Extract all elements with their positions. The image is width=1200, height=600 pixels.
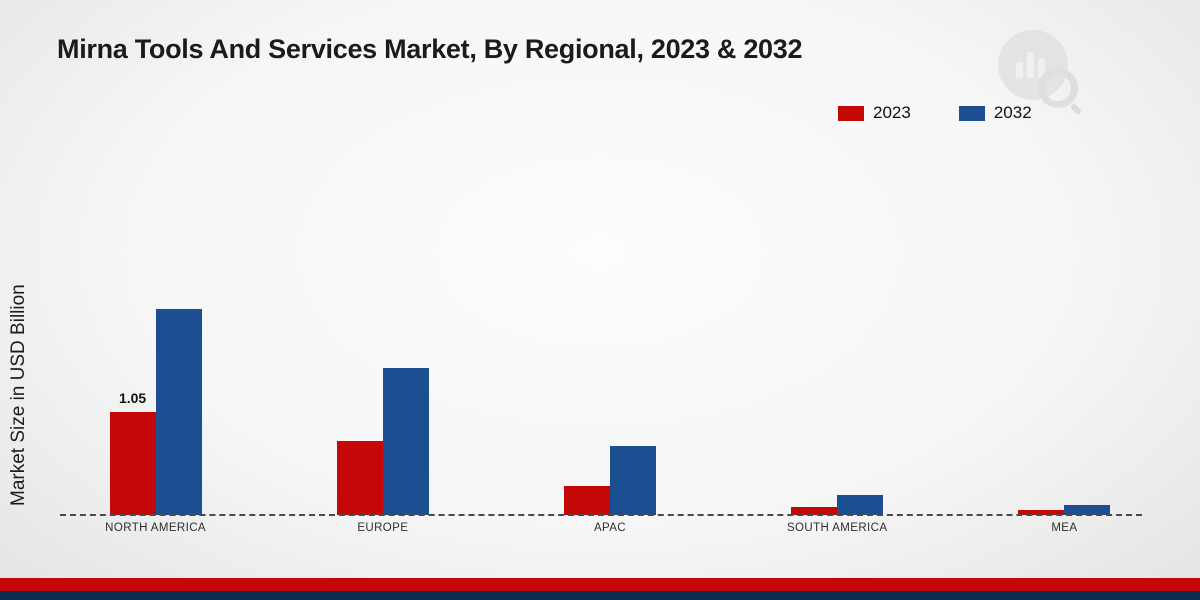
bar-2023-south-america — [791, 507, 838, 515]
logo-magnifier-icon — [1038, 68, 1078, 108]
bar-2023-europe — [336, 441, 383, 515]
legend-item-2023: 2023 — [838, 103, 911, 123]
y-axis-label: Market Size in USD Billion — [8, 284, 29, 506]
bar-2032-south-america — [837, 495, 884, 515]
bar-group-north-america: 1.05 — [109, 309, 202, 515]
logo-bar-chart-icon — [1016, 52, 1045, 78]
brand-logo-watermark — [992, 30, 1083, 116]
bar-2032-north-america — [155, 309, 202, 515]
x-axis-tick-label: NORTH AMERICA — [105, 522, 207, 534]
x-axis-tick-label: EUROPE — [357, 522, 409, 534]
legend-label-2032: 2032 — [993, 103, 1032, 122]
bar-2032-mea — [1064, 505, 1111, 515]
legend-label-2023: 2023 — [873, 103, 911, 122]
x-axis-labels: NORTH AMERICA EUROPE APAC SOUTH AMERICA MEA — [42, 521, 1178, 567]
x-axis-baseline — [60, 514, 1142, 516]
legend-swatch-2023 — [838, 105, 864, 121]
bar-group-europe — [336, 368, 429, 515]
footer-stripe-red — [0, 578, 1200, 591]
legend-item-2032: 2032 — [958, 103, 1032, 123]
x-axis-tick-label: APAC — [593, 522, 627, 534]
bar-group-mea — [1018, 505, 1111, 515]
legend-swatch-2032 — [958, 105, 985, 121]
chart-title: Mirna Tools And Services Market, By Regi… — [57, 34, 803, 64]
bar-data-label: 1.05 — [118, 390, 147, 406]
bar-2023-apac — [564, 486, 610, 515]
bar-group-apac — [564, 446, 656, 515]
bar-group-south-america — [791, 495, 884, 515]
plot-area: 1.05 — [42, 150, 1178, 515]
bar-2032-europe — [382, 368, 429, 515]
x-axis-tick-label: MEA — [1051, 522, 1078, 534]
bar-2023-north-america — [109, 412, 156, 515]
bar-2023-mea — [1018, 510, 1065, 515]
bar-2032-apac — [610, 446, 656, 515]
logo-magnifier-handle — [1069, 102, 1083, 116]
legend: 2023 2032 — [838, 103, 1032, 123]
footer-stripe-navy — [0, 591, 1200, 600]
x-axis-tick-label: SOUTH AMERICA — [786, 522, 888, 534]
